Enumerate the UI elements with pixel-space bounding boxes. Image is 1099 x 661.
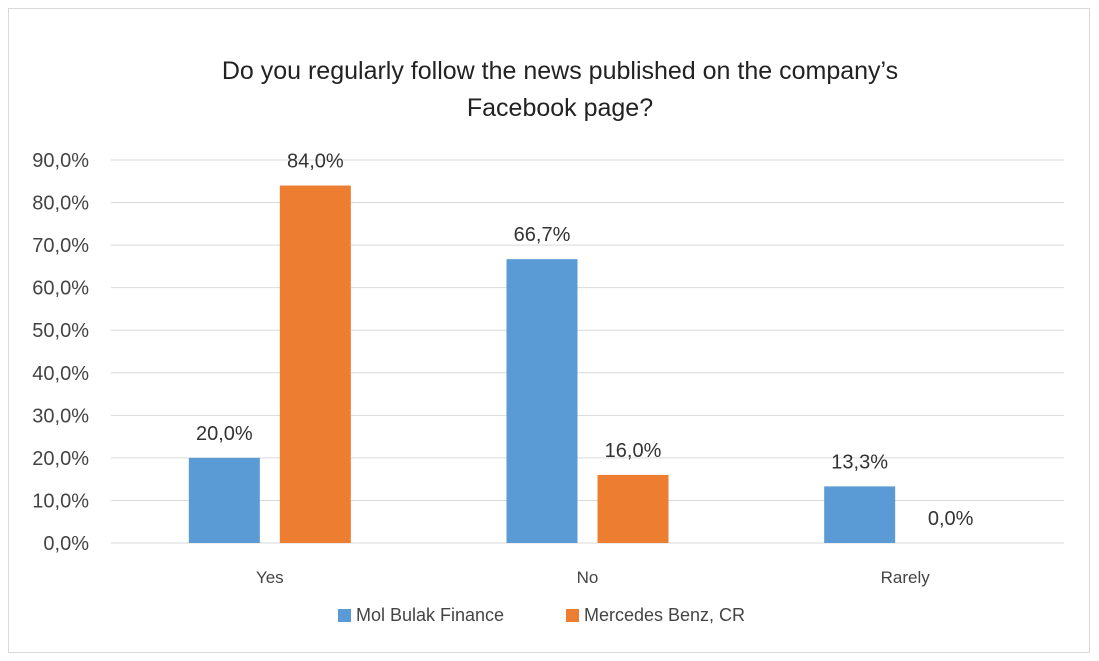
chart-svg: Do you regularly follow the news publish… [32,57,1064,625]
y-tick-label: 90,0% [32,150,89,172]
gridlines [111,159,1064,544]
x-category-label: Yes [256,568,284,587]
legend-label: Mol Bulak Finance [356,605,504,625]
bar-mol-bulak-finance-no [506,259,578,543]
bar-mol-bulak-finance-yes [188,457,260,543]
y-tick-label: 40,0% [32,363,89,385]
x-category-label: Rarely [881,568,931,587]
y-tick-label: 30,0% [32,405,89,427]
y-tick-label: 10,0% [32,490,89,512]
y-tick-label: 60,0% [32,278,89,300]
bar-mercedes-benz-cr-yes [279,185,351,544]
y-tick-label: 20,0% [32,448,89,470]
legend-swatch [338,609,351,622]
legend-label: Mercedes Benz, CR [584,605,745,625]
bar-mercedes-benz-cr-no [597,474,669,543]
y-tick-label: 80,0% [32,193,89,215]
legend-swatch [566,609,579,622]
chart-title-line-1: Do you regularly follow the news publish… [222,57,898,85]
y-tick-label: 0,0% [43,533,89,555]
data-labels: 20,0% 84,0% 66,7% 16,0% 13,3% 0,0% [196,151,974,530]
bar-mol-bulak-finance-rarely [824,486,896,543]
chart-frame: Do you regularly follow the news publish… [8,8,1090,653]
chart-title: Do you regularly follow the news publish… [222,57,898,122]
data-label: 84,0% [287,151,344,173]
y-axis-ticks: 0,0% 10,0% 20,0% 30,0% 40,0% 50,0% 60,0% 70,0% 8… [32,150,89,555]
data-label: 16,0% [605,440,662,462]
data-label: 20,0% [196,423,253,445]
legend: Mol Bulak Finance Mercedes Benz, CR [338,605,745,625]
x-axis-categories: Yes No Rarely [256,568,930,587]
y-tick-label: 70,0% [32,235,89,257]
data-label: 13,3% [831,451,888,473]
chart-title-line-2: Facebook page? [467,94,653,122]
y-tick-label: 50,0% [32,320,89,342]
data-label: 66,7% [514,224,571,246]
x-category-label: No [577,568,599,587]
bars [188,185,896,544]
data-label: 0,0% [928,508,974,530]
